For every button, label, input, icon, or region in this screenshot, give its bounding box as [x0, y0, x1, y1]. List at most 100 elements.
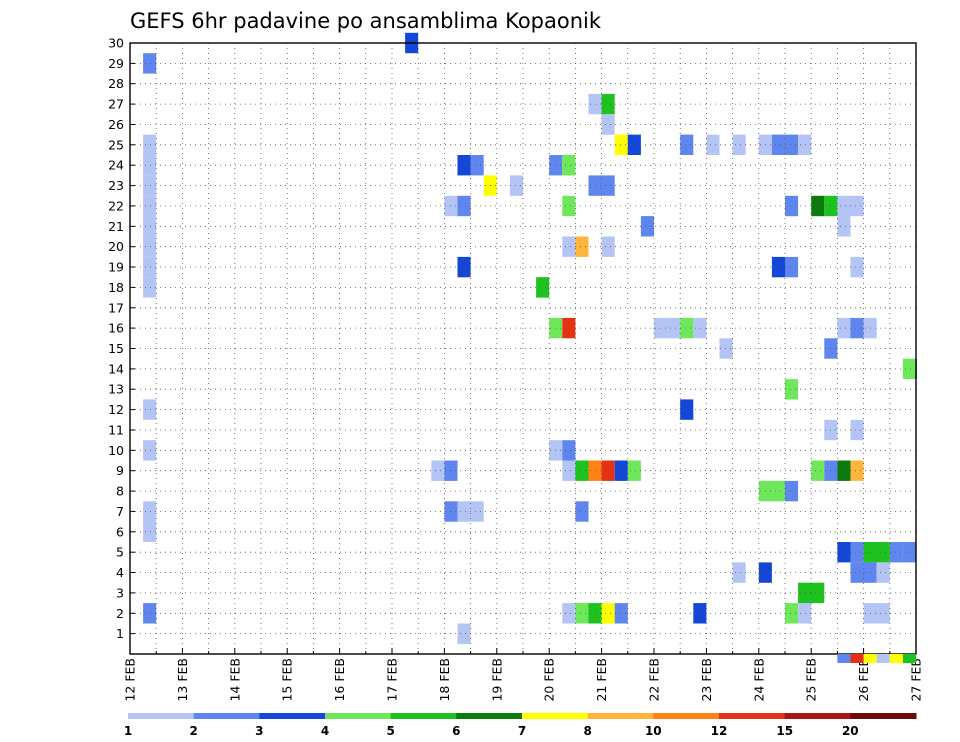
y-tick-label: 12 [108, 402, 124, 417]
x-tick-label: 18 FEB [437, 658, 452, 702]
legend-swatch [850, 713, 917, 719]
legend-label: 2 [190, 724, 198, 738]
y-tick-label: 27 [108, 97, 124, 112]
x-tick-label: 19 FEB [489, 658, 504, 702]
strip-cell [902, 654, 916, 663]
heat-cell [837, 317, 851, 339]
y-tick-label: 18 [108, 280, 124, 295]
x-tick-label: 21 FEB [594, 658, 609, 702]
heat-cell [575, 460, 589, 481]
heat-cell [902, 542, 916, 563]
heat-cell [457, 623, 471, 644]
heat-cell [575, 236, 589, 257]
heat-cell [601, 93, 615, 115]
legend-label: 1 [124, 724, 132, 738]
heat-cell [562, 603, 576, 624]
legend-label: 10 [645, 724, 662, 738]
heat-cell [575, 501, 589, 522]
legend-label: 20 [842, 724, 859, 738]
heat-cell [143, 134, 157, 155]
heat-cell [143, 256, 157, 278]
heat-cell [601, 603, 615, 624]
legend-label: 7 [518, 724, 526, 738]
legend-swatch [784, 713, 851, 719]
heat-cell [719, 338, 733, 359]
x-tick-label: 24 FEB [751, 658, 766, 702]
y-tick-label: 24 [108, 158, 124, 173]
heat-cell [143, 155, 157, 176]
heat-cell [562, 460, 576, 481]
legend-swatch [390, 713, 457, 719]
y-tick-label: 19 [108, 260, 124, 275]
y-tick-label: 13 [108, 382, 124, 397]
grid-layer [130, 42, 916, 654]
heat-cell [431, 460, 445, 481]
heat-cell [680, 134, 694, 155]
y-tick-label: 23 [108, 178, 124, 193]
heat-cell [680, 317, 694, 339]
x-tick-label: 25 FEB [804, 658, 819, 702]
heat-cell [509, 175, 523, 196]
legend-swatch [522, 713, 589, 719]
y-tick-label: 11 [108, 423, 124, 438]
heat-cell [850, 419, 864, 441]
y-tick-label: 25 [108, 137, 124, 152]
heat-cell [601, 114, 615, 135]
heat-cell [143, 53, 157, 74]
strip-cell [889, 654, 903, 663]
heat-cell [143, 399, 157, 420]
heat-cell [850, 317, 864, 339]
heat-cell [732, 562, 746, 583]
heat-cell [562, 195, 576, 217]
heat-cell [143, 236, 157, 257]
heat-cell [640, 216, 654, 237]
heat-cell [457, 256, 471, 278]
heat-cell [562, 236, 576, 257]
legend-label: 6 [452, 724, 460, 738]
heat-cell [627, 134, 641, 155]
y-tick-label: 7 [116, 504, 124, 519]
heat-cell [143, 277, 157, 298]
heat-cell [785, 256, 799, 278]
heat-cell [758, 480, 785, 502]
chart-title: GEFS 6hr padavine po ansamblima Kopaonik [130, 9, 602, 33]
y-tick-label: 1 [116, 626, 124, 641]
y-tick-label: 17 [108, 300, 124, 315]
heat-cell [850, 542, 864, 563]
heat-cell [470, 155, 484, 176]
y-tick-label: 10 [108, 443, 124, 458]
heat-cell [811, 460, 825, 481]
heat-cell [693, 317, 707, 339]
heat-cell [457, 155, 471, 176]
y-tick-label: 28 [108, 76, 124, 91]
heat-cell [850, 562, 877, 583]
y-tick-label: 15 [108, 341, 124, 356]
y-axis: 1234567891011121314151617181920212223242… [108, 36, 135, 641]
legend-swatch [653, 713, 720, 719]
x-axis: 12 FEB 13 FEB 14 FEB 15 FEB 16 FEB 17 FEB 18 F… [123, 648, 924, 702]
legend-swatch [587, 713, 654, 719]
x-tick-label: 26 FEB [856, 658, 871, 702]
heat-cell [785, 603, 799, 624]
heat-cell [614, 134, 628, 155]
heat-cell [693, 603, 707, 624]
heat-cell [562, 155, 576, 176]
heat-cell [143, 521, 157, 542]
y-tick-label: 5 [116, 545, 124, 560]
heat-cell [601, 460, 615, 481]
heat-cell [575, 603, 589, 624]
y-tick-label: 20 [108, 239, 124, 254]
y-tick-label: 9 [116, 463, 124, 478]
color-legend: 1 2 3 4 5 6 7 8 10 12 15 20 [124, 713, 917, 738]
heat-cell [732, 134, 746, 155]
y-tick-label: 30 [108, 36, 124, 51]
y-tick-label: 21 [108, 219, 124, 234]
heat-cell [863, 542, 890, 563]
plot-frame [129, 42, 917, 655]
heat-cell [863, 603, 890, 624]
x-tick-label: 17 FEB [385, 658, 400, 702]
y-tick-label: 14 [108, 361, 124, 376]
heat-cell [837, 542, 851, 563]
heat-cell [457, 195, 471, 217]
